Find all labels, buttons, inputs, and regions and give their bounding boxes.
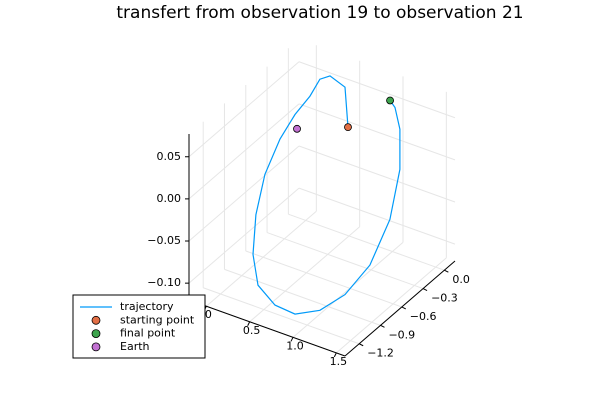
grid-line — [188, 187, 300, 284]
y-tick-label: −0.9 — [388, 328, 415, 341]
legend-label: starting point — [120, 313, 195, 326]
x-tick-label: 1.5 — [330, 355, 348, 368]
x-axis — [188, 299, 346, 357]
point-marker — [386, 96, 394, 105]
legend-marker — [91, 342, 101, 352]
chart-title: transfert from observation 19 to observa… — [116, 3, 523, 23]
tick-mark — [358, 343, 364, 347]
point-marker — [293, 124, 301, 133]
grid-line — [206, 210, 317, 307]
tick-mark — [422, 288, 428, 292]
point-marker — [344, 123, 352, 132]
legend-marker — [91, 315, 101, 325]
grid-line — [298, 187, 456, 245]
y-tick-label: −1.2 — [367, 347, 394, 360]
grid-line — [245, 250, 402, 308]
tick-mark — [401, 306, 406, 310]
x-tick-label: 1.0 — [286, 339, 304, 352]
legend-label: final point — [120, 327, 176, 340]
grid-line — [266, 232, 424, 290]
y-axis — [344, 260, 456, 357]
grid-line — [188, 61, 300, 158]
z-tick-label: −0.05 — [147, 234, 181, 247]
legend-label: Earth — [120, 340, 150, 353]
grid-line — [188, 103, 300, 200]
tick-mark — [290, 337, 294, 342]
grid-line — [292, 241, 404, 338]
grid-line — [249, 226, 360, 323]
grid-line — [188, 145, 300, 242]
tick-mark — [444, 269, 449, 273]
trajectory-line — [252, 75, 401, 315]
x-tick-label: 0 — [205, 308, 212, 321]
z-tick-label: 0.05 — [157, 150, 182, 163]
z-tick-label: 0.00 — [157, 192, 182, 205]
grid-line — [298, 103, 456, 161]
grid-line — [203, 287, 360, 345]
grid-line — [224, 268, 381, 326]
grid-line — [298, 61, 456, 119]
legend-marker — [91, 329, 101, 339]
y-tick-label: −0.3 — [431, 292, 458, 305]
grid-line — [288, 213, 445, 271]
x-tick-label: 0.5 — [243, 324, 261, 337]
legend-label: trajectory — [120, 300, 174, 313]
grid-line — [336, 257, 447, 354]
tick-mark — [333, 352, 337, 358]
grid-line — [298, 145, 456, 203]
tick-mark — [247, 321, 251, 327]
z-tick-label: −0.10 — [147, 276, 181, 289]
y-tick-label: −0.6 — [410, 310, 437, 323]
y-tick-label: 0.0 — [452, 273, 470, 286]
tick-mark — [380, 324, 385, 328]
